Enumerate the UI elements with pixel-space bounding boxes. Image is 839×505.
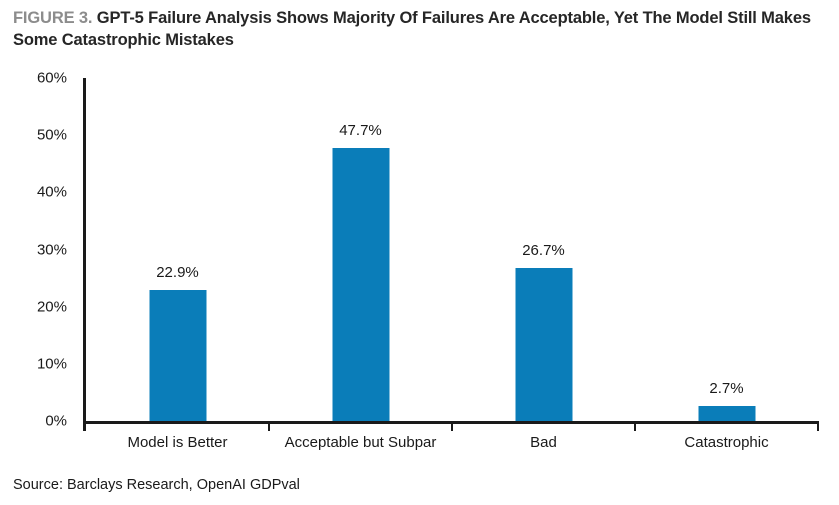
bar-group: 26.7% Bad — [452, 78, 636, 451]
y-axis-tick-label: 30% — [36, 241, 67, 258]
x-axis-tick — [817, 421, 819, 431]
bar-group: 2.7% Catastrophic — [635, 78, 819, 451]
value-label: 22.9% — [156, 264, 199, 282]
y-axis-tick-label: 20% — [36, 298, 67, 316]
y-axis-labels: 60% 50% 40% 30% 20% 10% 0% — [0, 70, 67, 430]
figure-title-text: GPT-5 Failure Analysis Shows Majority Of… — [13, 9, 811, 49]
bar — [332, 148, 389, 421]
figure-title: FIGURE 3. GPT-5 Failure Analysis Shows M… — [13, 7, 831, 51]
y-axis-tick-label: 60% — [36, 69, 67, 87]
x-axis-label: Acceptable but Subpar — [284, 434, 437, 451]
source-note: Source: Barclays Research, OpenAI GDPval — [13, 477, 300, 493]
y-axis-tick-label: 40% — [36, 183, 67, 201]
x-axis-label: Bad — [530, 434, 557, 451]
bar — [515, 268, 572, 421]
value-label: 2.7% — [709, 379, 744, 397]
x-axis-tick — [634, 421, 636, 431]
x-axis-label: Catastrophic — [684, 434, 769, 451]
bar — [698, 405, 755, 421]
x-axis-tick — [268, 421, 270, 431]
bar — [149, 290, 206, 421]
x-axis-label: Model is Better — [127, 434, 228, 451]
figure-label: FIGURE 3. — [13, 9, 93, 27]
plot-area: 22.9% Model is Better 47.7% Acceptable but … — [83, 78, 819, 451]
y-axis-tick-label: 10% — [36, 355, 67, 373]
value-label: 47.7% — [339, 122, 382, 140]
x-axis-tick — [451, 421, 453, 431]
bar-group: 47.7% Acceptable but Subpar — [269, 78, 453, 451]
bar-group: 22.9% Model is Better — [86, 78, 270, 451]
value-label: 26.7% — [522, 242, 565, 260]
y-axis-tick-label: 50% — [36, 126, 67, 144]
y-axis-tick-label: 0% — [45, 412, 67, 430]
